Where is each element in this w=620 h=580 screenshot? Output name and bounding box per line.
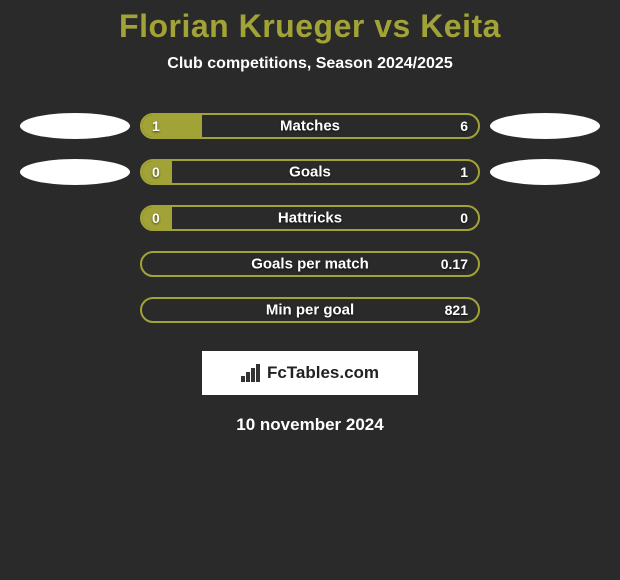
stat-label: Min per goal	[266, 302, 354, 319]
stat-bar: 0 Hattricks 0	[140, 205, 480, 231]
stat-value-left: 1	[152, 118, 160, 134]
right-side-slot	[480, 251, 610, 277]
stat-value-left: 0	[152, 164, 160, 180]
stat-row: Min per goal 821	[0, 287, 620, 333]
stat-bar: 0 Goals 1	[140, 159, 480, 185]
stat-label: Hattricks	[278, 210, 342, 227]
stat-row: 1 Matches 6	[0, 103, 620, 149]
team-logo-right	[490, 113, 600, 139]
stat-value-right: 0	[460, 210, 468, 226]
stat-value-right: 6	[460, 118, 468, 134]
date-text: 10 november 2024	[0, 415, 620, 435]
stat-bar: Min per goal 821	[140, 297, 480, 323]
stat-bar: Goals per match 0.17	[140, 251, 480, 277]
stat-value-right: 1	[460, 164, 468, 180]
team-logo-left	[20, 113, 130, 139]
bar-chart-icon	[241, 364, 261, 382]
stat-label: Matches	[280, 118, 340, 135]
page-title: Florian Krueger vs Keita	[0, 0, 620, 45]
left-side-slot	[10, 113, 140, 139]
team-logo-right	[490, 159, 600, 185]
stat-value-left: 0	[152, 210, 160, 226]
left-side-slot	[10, 297, 140, 323]
stat-value-right: 821	[445, 302, 468, 318]
right-side-slot	[480, 205, 610, 231]
stat-row: 0 Hattricks 0	[0, 195, 620, 241]
right-side-slot	[480, 159, 610, 185]
stat-label: Goals	[289, 164, 331, 181]
stat-row: 0 Goals 1	[0, 149, 620, 195]
left-side-slot	[10, 159, 140, 185]
stat-label: Goals per match	[251, 256, 369, 273]
right-side-slot	[480, 297, 610, 323]
stat-row: Goals per match 0.17	[0, 241, 620, 287]
stats-container: 1 Matches 6 0 Goals 1 0 Hattricks 0 Goals per mat…	[0, 103, 620, 333]
team-logo-left	[20, 159, 130, 185]
stat-value-right: 0.17	[441, 256, 468, 272]
left-side-slot	[10, 251, 140, 277]
stat-bar: 1 Matches 6	[140, 113, 480, 139]
branding-text: FcTables.com	[267, 363, 379, 383]
left-side-slot	[10, 205, 140, 231]
right-side-slot	[480, 113, 610, 139]
subtitle: Club competitions, Season 2024/2025	[0, 55, 620, 73]
branding-badge: FcTables.com	[202, 351, 418, 395]
